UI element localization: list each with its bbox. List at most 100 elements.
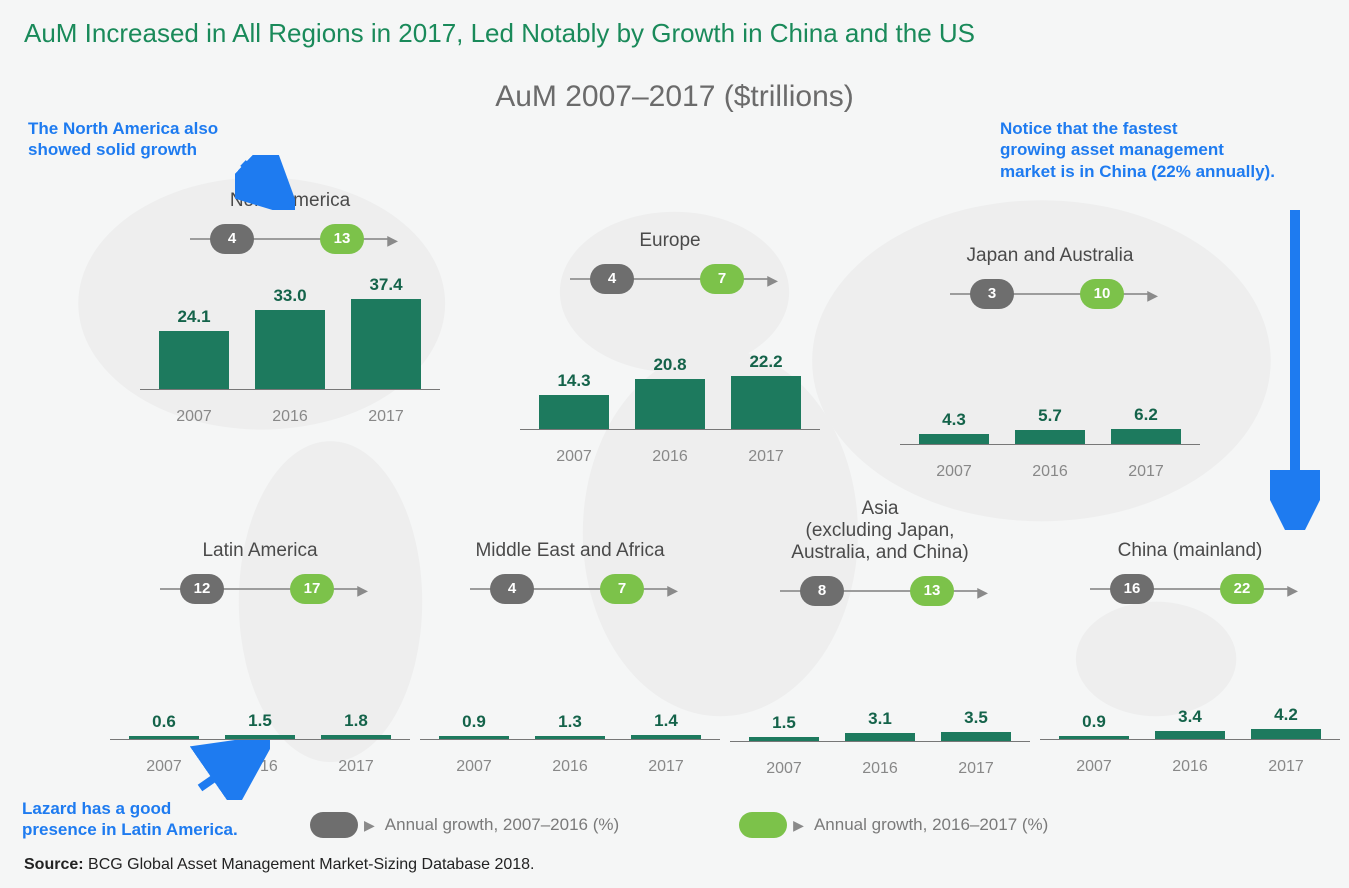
region-title: Middle East and Africa (420, 540, 720, 562)
growth-arrow: ▶1622 (1080, 570, 1300, 610)
arrow-latin-america-icon (190, 740, 270, 800)
bar-group: 4.2 (1246, 705, 1326, 739)
bar-rect (351, 299, 421, 389)
annotation-latin-america: Lazard has a goodpresence in Latin Ameri… (22, 798, 238, 841)
x-labels: 200720162017 (140, 398, 440, 426)
region-title: Latin America (110, 540, 410, 562)
arrowhead-icon: ▶ (1147, 287, 1158, 304)
bar-value: 37.4 (369, 275, 402, 295)
growth-pill-07-16: 4 (490, 574, 534, 604)
legend-arrow-icon: ▶ (793, 817, 804, 834)
chart-title: AuM 2007–2017 ($trillions) (0, 80, 1349, 114)
year-label: 2016 (1172, 758, 1208, 776)
year-label: 2017 (1268, 758, 1304, 776)
year-label: 2017 (648, 758, 684, 776)
legend-gray-label: Annual growth, 2007–2016 (%) (385, 815, 619, 835)
bar-rect (1251, 729, 1321, 739)
year-label: 2007 (766, 760, 802, 778)
bar-rect (1155, 731, 1225, 739)
bar-group: 24.1 (154, 307, 234, 389)
bar-rect (539, 395, 609, 429)
arrowhead-icon: ▶ (977, 584, 988, 601)
region-jpau: Japan and Australia▶3104.35.76.220072016… (900, 245, 1200, 481)
legend-pill-green-icon (739, 812, 787, 838)
year-label: 2016 (552, 758, 588, 776)
bar-group: 0.9 (1054, 712, 1134, 739)
year-label: 2007 (936, 463, 972, 481)
bar-group: 22.2 (726, 352, 806, 429)
bar-rect (439, 736, 509, 739)
bar-group: 6.2 (1106, 405, 1186, 444)
source-text: BCG Global Asset Management Market-Sizin… (88, 856, 534, 873)
bar-rect (159, 331, 229, 389)
year-label: 2007 (456, 758, 492, 776)
bar-value: 0.9 (462, 712, 486, 732)
growth-pill-07-16: 4 (590, 264, 634, 294)
year-label: 2007 (1076, 758, 1112, 776)
year-label: 2007 (176, 408, 212, 426)
bar-rect (129, 736, 199, 739)
region-title: China (mainland) (1040, 540, 1340, 562)
bar-value: 0.6 (152, 712, 176, 732)
bar-rect (731, 376, 801, 429)
bar-rect (941, 732, 1011, 740)
bar-rect (631, 735, 701, 738)
region-asia: Asia(excluding Japan,Australia, and Chin… (730, 498, 1030, 778)
bar-value: 4.3 (942, 410, 966, 430)
chart-area: North America▶41324.133.037.420072016201… (40, 140, 1320, 780)
bar-group: 1.5 (220, 711, 300, 739)
bar-value: 14.3 (557, 371, 590, 391)
year-label: 2007 (146, 758, 182, 776)
growth-pill-16-17: 13 (320, 224, 364, 254)
growth-pill-07-16: 12 (180, 574, 224, 604)
bars: 14.320.822.2 (520, 310, 820, 430)
bar-group: 37.4 (346, 275, 426, 389)
growth-pill-16-17: 7 (700, 264, 744, 294)
year-label: 2007 (556, 448, 592, 466)
year-label: 2016 (1032, 463, 1068, 481)
growth-pill-07-16: 3 (970, 279, 1014, 309)
legend-pill-gray-icon (310, 812, 358, 838)
page-title: AuM Increased in All Regions in 2017, Le… (24, 18, 975, 49)
bars: 1.53.13.5 (730, 622, 1030, 742)
year-label: 2017 (1128, 463, 1164, 481)
bar-rect (321, 735, 391, 739)
growth-pill-16-17: 10 (1080, 279, 1124, 309)
bar-group: 4.3 (914, 410, 994, 444)
bar-rect (845, 733, 915, 740)
arrow-china-icon (1270, 200, 1320, 530)
bar-value: 3.4 (1178, 707, 1202, 727)
growth-pill-07-16: 4 (210, 224, 254, 254)
bar-value: 5.7 (1038, 406, 1062, 426)
bar-rect (225, 735, 295, 739)
bar-value: 6.2 (1134, 405, 1158, 425)
region-title: Asia(excluding Japan,Australia, and Chin… (730, 498, 1030, 564)
bars: 4.3 5.7 6.2 (900, 325, 1200, 445)
arrowhead-icon: ▶ (667, 582, 678, 599)
year-label: 2016 (272, 408, 308, 426)
bar-value: 1.5 (772, 713, 796, 733)
bar-rect (919, 434, 989, 444)
bar-value: 22.2 (749, 352, 782, 372)
growth-arrow: ▶813 (770, 572, 990, 612)
x-labels: 200720162017 (730, 750, 1030, 778)
bar-value: 24.1 (177, 307, 210, 327)
growth-arrow: ▶ 4 13 (180, 220, 400, 260)
bars: 0.91.31.4 (420, 620, 720, 740)
legend-item-green: ▶ Annual growth, 2016–2017 (%) (739, 812, 1048, 838)
arrowhead-icon: ▶ (1287, 582, 1298, 599)
bars: 0.61.51.8 (110, 620, 410, 740)
bar-group: 3.4 (1150, 707, 1230, 739)
legend-green-label: Annual growth, 2016–2017 (%) (814, 815, 1048, 835)
growth-arrow: ▶47 (560, 260, 780, 300)
arrow-north-america-icon (235, 155, 295, 210)
bar-value: 1.5 (248, 711, 272, 731)
growth-arrow: ▶1217 (150, 570, 370, 610)
bar-group: 33.0 (250, 286, 330, 389)
region-mea: Middle East and Africa▶470.91.31.4200720… (420, 540, 720, 776)
year-label: 2017 (958, 760, 994, 778)
region-cn: China (mainland) ▶1622 0.9 3.4 4.2 2007 2016 20… (1040, 540, 1340, 776)
bar-rect (1059, 736, 1129, 739)
arrowhead-icon: ▶ (387, 232, 398, 249)
annotation-china: Notice that the fastestgrowing asset man… (1000, 118, 1275, 182)
